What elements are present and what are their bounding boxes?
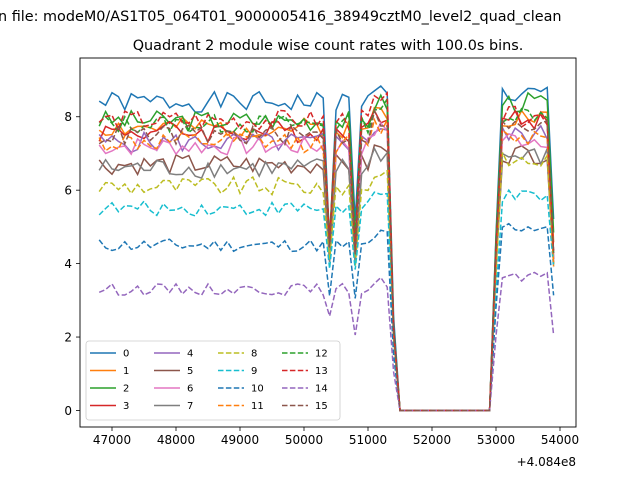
legend-label-6: 6: [187, 384, 193, 395]
legend-label-11: 11: [251, 401, 264, 412]
legend-label-2: 2: [123, 384, 129, 395]
legend-label-10: 10: [251, 384, 264, 395]
chart-title: Quadrant 2 module wise count rates with …: [133, 38, 524, 54]
legend-label-0: 0: [123, 349, 129, 360]
x-tick-label: 47000: [93, 433, 131, 447]
legend-label-1: 1: [123, 366, 129, 377]
x-tick-label: 53000: [477, 433, 515, 447]
y-tick-label: 0: [64, 404, 72, 418]
y-tick-label: 6: [64, 184, 72, 198]
x-axis-ticks: 47000 48000 49000 50000 51000 52000 53000 54000: [93, 427, 579, 447]
x-offset-text: +4.084e8: [517, 455, 576, 469]
legend-box: [85, 340, 341, 421]
legend-label-5: 5: [187, 366, 193, 377]
x-tick-label: 51000: [349, 433, 387, 447]
axes-frame: [79, 57, 577, 428]
legend-label-15: 15: [315, 401, 328, 412]
legend-label-7: 7: [187, 401, 193, 412]
y-tick-label: 8: [64, 110, 72, 124]
legend-label-9: 9: [251, 366, 257, 377]
series-line-15: [98, 108, 555, 412]
x-tick-label: 54000: [541, 433, 579, 447]
x-tick-label: 49000: [221, 433, 259, 447]
legend-label-8: 8: [251, 349, 257, 360]
legend-label-12: 12: [315, 349, 328, 360]
series-line-14: [98, 271, 555, 412]
x-tick-label: 52000: [413, 433, 451, 447]
plot-lines: [98, 84, 555, 412]
y-tick-label: 4: [64, 257, 72, 271]
y-tick-label: 2: [64, 331, 72, 345]
x-tick-label: 50000: [285, 433, 323, 447]
y-axis-ticks: 0 2 4 6 8: [64, 110, 80, 418]
legend-label-3: 3: [123, 401, 129, 412]
legend-label-4: 4: [187, 349, 193, 360]
legend-label-13: 13: [315, 366, 328, 377]
x-tick-label: 48000: [157, 433, 195, 447]
legend-label-14: 14: [315, 384, 328, 395]
figure-suptitle: n file: modeM0/AS1T05_064T01_9000005416_…: [0, 9, 562, 25]
